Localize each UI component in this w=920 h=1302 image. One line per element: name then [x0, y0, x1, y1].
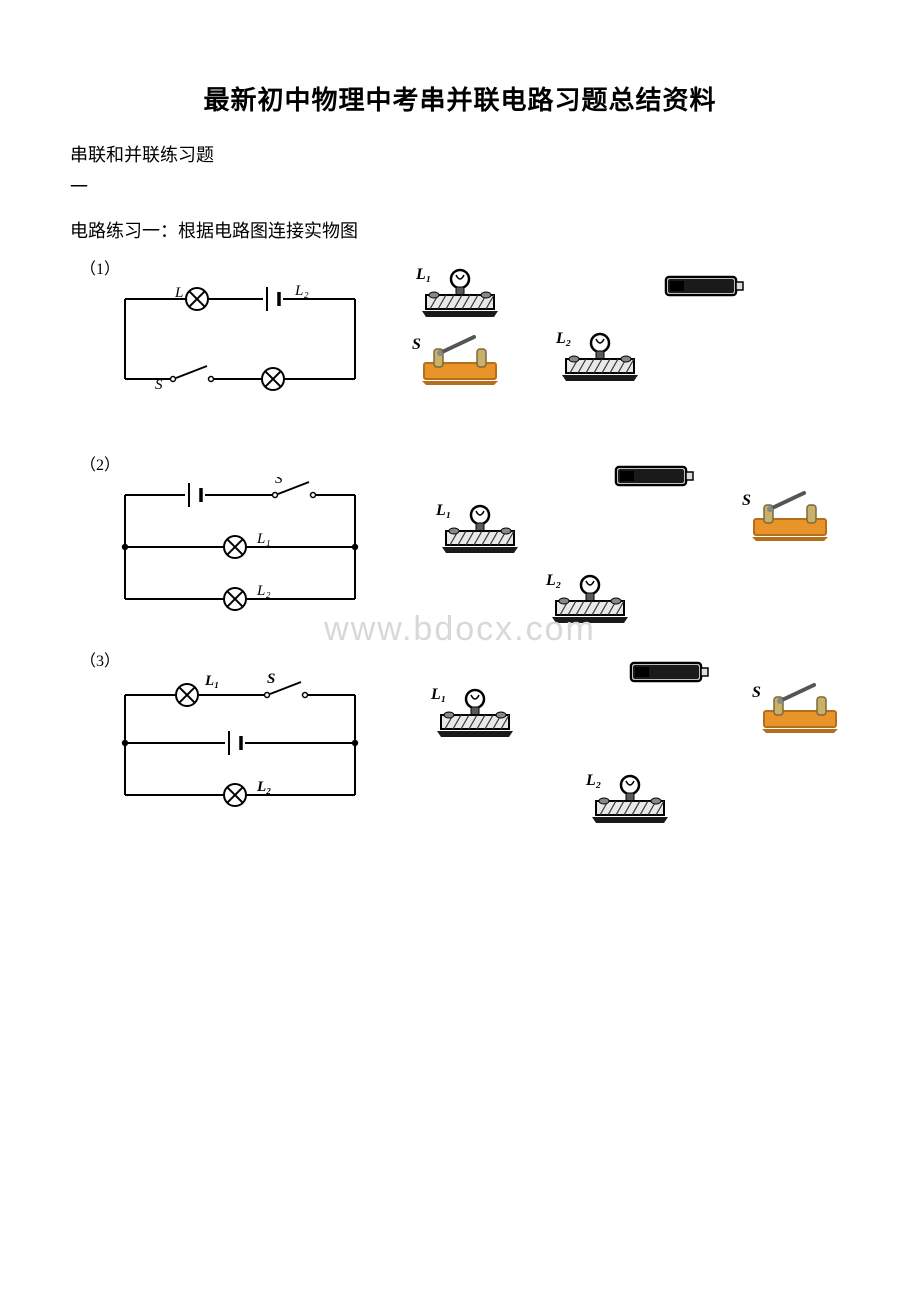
physical-component: L₁ [410, 265, 500, 326]
battery-component-icon [610, 461, 698, 491]
svg-text:S: S [267, 673, 275, 687]
problem-number: （2） [80, 451, 120, 475]
physical-component: S [740, 489, 838, 548]
physical-area: S L₁ L₂ [410, 461, 840, 631]
schematic-diagram: L₁ S L₂ [120, 673, 360, 823]
svg-text:L₂: L₂ [585, 772, 601, 789]
bulb-component-icon: L₁ [410, 265, 500, 321]
problems-container: （1） L₁ S L₂ L₁ S [80, 251, 850, 833]
schematic-area: S L₁ L₂ [120, 477, 360, 632]
physical-component [610, 461, 698, 496]
svg-text:S: S [275, 477, 283, 487]
physical-component: L₁ [430, 501, 520, 562]
svg-text:L₁: L₁ [174, 285, 189, 301]
problem-1: （1） L₁ S L₂ L₁ S [80, 251, 850, 441]
schematic-area: L₁ S L₂ [120, 281, 360, 416]
physical-area: L₁ S L₂ [410, 265, 840, 435]
battery-component-icon [625, 657, 713, 687]
physical-component: L₁ [425, 685, 515, 746]
svg-text:L₁: L₁ [204, 673, 219, 689]
schematic-diagram: L₁ S L₂ [120, 281, 360, 411]
svg-text:S: S [752, 684, 761, 701]
bulb-component-icon: L₂ [580, 771, 670, 827]
section-number: 一 [70, 173, 850, 199]
problem-3: （3） L₁ S L₂ L₁ S [80, 643, 850, 833]
svg-text:L₂: L₂ [555, 330, 571, 347]
svg-text:L₁: L₁ [430, 686, 446, 703]
svg-text:L₂: L₂ [545, 572, 561, 589]
physical-area: L₁ S L₂ [410, 657, 840, 827]
bulb-component-icon: L₁ [425, 685, 515, 741]
switch-component-icon: S [750, 681, 848, 735]
svg-text:S: S [155, 377, 163, 393]
physical-component [660, 271, 748, 306]
problem-2: （2） S L₁ L₂ S L₁ [80, 447, 850, 637]
physical-component: S [750, 681, 848, 740]
bulb-component-icon: L₂ [550, 329, 640, 385]
schematic-diagram: S L₁ L₂ [120, 477, 360, 627]
problem-number: （1） [80, 255, 120, 279]
exercise-title: 电路练习一：根据电路图连接实物图 [70, 217, 850, 243]
physical-component: L₂ [540, 571, 630, 632]
page-title: 最新初中物理中考串并联电路习题总结资料 [70, 80, 850, 117]
switch-component-icon: S [410, 333, 508, 387]
physical-component [625, 657, 713, 692]
physical-component: L₂ [580, 771, 670, 832]
battery-component-icon [660, 271, 748, 301]
svg-text:L₁: L₁ [435, 502, 451, 519]
problem-number: （3） [80, 647, 120, 671]
bulb-component-icon: L₂ [540, 571, 630, 627]
svg-text:S: S [742, 492, 751, 509]
svg-text:L₁: L₁ [415, 266, 431, 283]
svg-text:S: S [412, 336, 421, 353]
svg-text:L₂: L₂ [256, 583, 271, 599]
svg-text:L₁: L₁ [256, 531, 271, 547]
switch-component-icon: S [740, 489, 838, 543]
schematic-area: L₁ S L₂ [120, 673, 360, 828]
bulb-component-icon: L₁ [430, 501, 520, 557]
physical-component: S [410, 333, 508, 392]
physical-component: L₂ [550, 329, 640, 390]
subtitle: 串联和并联练习题 [70, 141, 850, 167]
svg-text:L₂: L₂ [294, 283, 309, 299]
svg-text:L₂: L₂ [256, 779, 271, 795]
